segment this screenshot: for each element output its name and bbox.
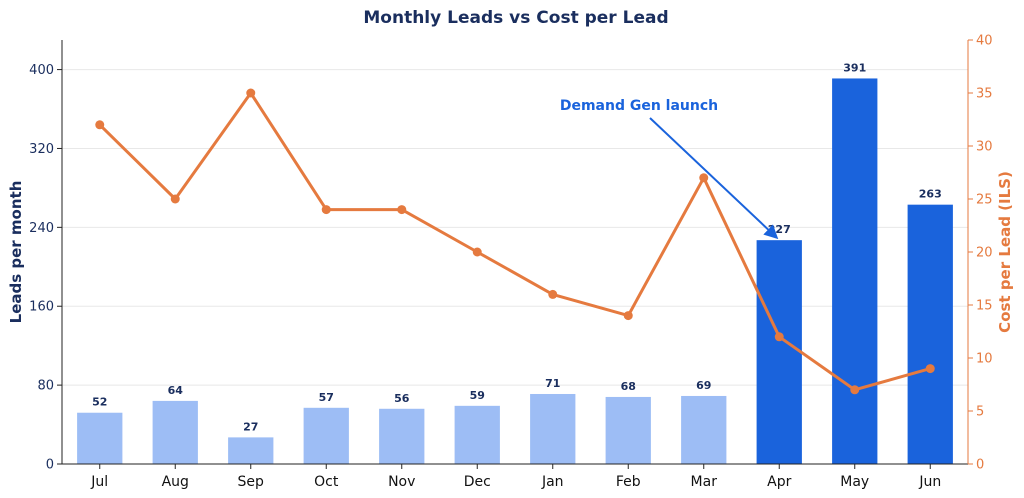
y-tick-right-label: 35 bbox=[976, 87, 993, 102]
bar-value-label: 64 bbox=[168, 384, 184, 397]
bar-value-label: 71 bbox=[545, 377, 560, 390]
bar bbox=[832, 78, 878, 464]
x-tick-label: Oct bbox=[314, 474, 339, 490]
cost-per-lead-point bbox=[95, 120, 105, 130]
cost-per-lead-point bbox=[170, 194, 180, 204]
x-tick-label: Jun bbox=[918, 474, 941, 490]
bar-value-label: 68 bbox=[621, 380, 636, 393]
bar bbox=[530, 393, 576, 464]
y-tick-right-label: 40 bbox=[976, 34, 993, 49]
x-tick-label: Aug bbox=[162, 474, 189, 490]
y-tick-right-label: 0 bbox=[976, 458, 984, 473]
bar-value-label: 391 bbox=[843, 61, 866, 74]
y-tick-right-label: 5 bbox=[976, 405, 984, 420]
y-axis-right-label: Cost per Lead (ILS) bbox=[996, 171, 1014, 333]
y-tick-left-label: 400 bbox=[29, 63, 54, 78]
y-tick-left-label: 0 bbox=[46, 458, 54, 473]
x-tick-label: Jan bbox=[541, 474, 564, 490]
chart-title: Monthly Leads vs Cost per Lead bbox=[363, 8, 668, 28]
cost-per-lead-line bbox=[98, 91, 932, 392]
cost-per-lead-point bbox=[623, 311, 633, 321]
cost-per-lead-point bbox=[850, 385, 860, 395]
bar-labels-layer: 52 64 27 57 56 59 71 68 69 227 391 263 bbox=[92, 61, 942, 433]
bar bbox=[303, 407, 349, 464]
bar bbox=[454, 405, 500, 464]
cost-per-lead-point bbox=[397, 205, 407, 215]
annotation-text: Demand Gen launch bbox=[560, 98, 718, 114]
bar-value-label: 69 bbox=[696, 379, 711, 392]
y-axis-left-label: Leads per month bbox=[7, 181, 25, 324]
cost-per-lead-point bbox=[774, 332, 784, 342]
y-tick-right-label: 25 bbox=[976, 193, 993, 208]
bar-value-label: 57 bbox=[319, 391, 334, 404]
y-tick-right-label: 10 bbox=[976, 352, 993, 367]
cost-per-lead-point bbox=[699, 173, 709, 183]
x-tick-label: Jul bbox=[90, 474, 108, 490]
bar bbox=[228, 437, 274, 464]
y-tick-left-label: 320 bbox=[29, 142, 54, 157]
annotation-arrow bbox=[649, 117, 779, 240]
y-tick-right-label: 20 bbox=[976, 246, 993, 261]
x-tick-label: Nov bbox=[388, 474, 415, 490]
x-tick-label: Dec bbox=[464, 474, 491, 490]
y-tick-left-label: 160 bbox=[29, 300, 54, 315]
y-tick-right-label: 30 bbox=[976, 140, 993, 155]
x-tick-label: Sep bbox=[238, 474, 265, 490]
cost-per-lead-point bbox=[472, 247, 482, 257]
x-tick-label: Mar bbox=[691, 474, 718, 490]
cost-per-lead-point bbox=[548, 289, 558, 299]
line-layer bbox=[95, 88, 935, 395]
bar-value-label: 56 bbox=[394, 392, 410, 405]
axes-layer: 0 80 160 240 320 400 0 5 10 15 20 25 30 35 40 Jul Aug Sep… bbox=[29, 34, 992, 491]
bar bbox=[756, 240, 802, 464]
bar bbox=[77, 412, 123, 464]
bar-value-label: 27 bbox=[243, 420, 258, 433]
bar-value-label: 263 bbox=[919, 188, 942, 201]
y-tick-left-label: 240 bbox=[29, 221, 54, 236]
bar bbox=[681, 395, 727, 464]
cost-per-lead-point bbox=[321, 205, 331, 215]
cost-per-lead-point bbox=[246, 88, 256, 98]
annotation-layer: Demand Gen launch bbox=[560, 98, 779, 240]
bar bbox=[379, 408, 425, 464]
bar bbox=[907, 204, 953, 464]
y-tick-left-label: 80 bbox=[37, 379, 54, 394]
bar-value-label: 52 bbox=[92, 396, 107, 409]
x-tick-label: Apr bbox=[767, 474, 791, 490]
y-tick-right-label: 15 bbox=[976, 299, 993, 314]
bar bbox=[152, 400, 198, 464]
bars-layer bbox=[77, 78, 953, 464]
x-tick-label: Feb bbox=[616, 474, 641, 490]
bar-value-label: 59 bbox=[470, 389, 485, 402]
cost-per-lead-point bbox=[925, 364, 935, 374]
bar bbox=[605, 396, 651, 464]
x-tick-label: May bbox=[840, 474, 869, 490]
bar-value-label: 227 bbox=[768, 223, 791, 236]
